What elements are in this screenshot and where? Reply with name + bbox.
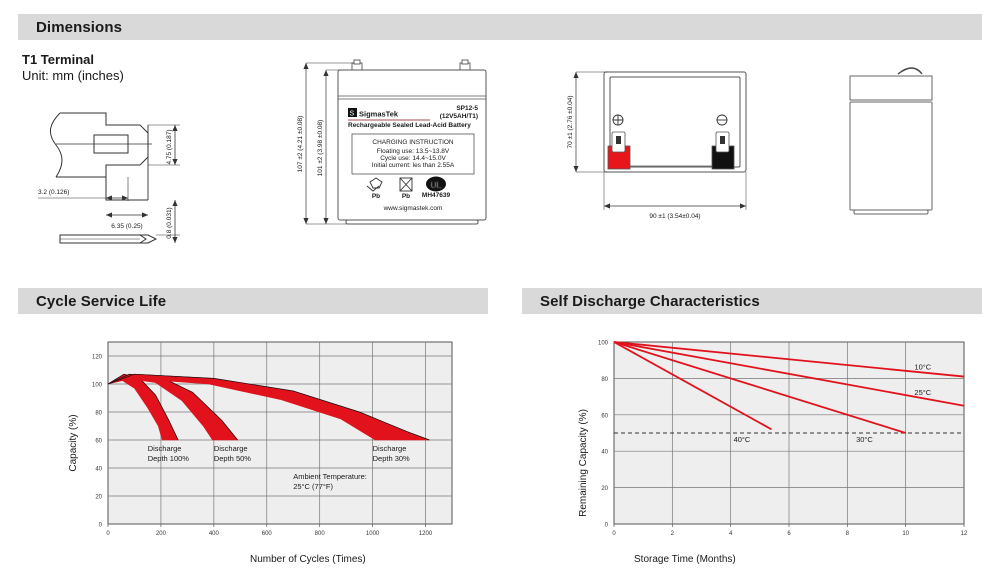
discharge-curve-upper bbox=[107, 373, 179, 441]
series-label: 30°C bbox=[856, 435, 873, 444]
chart-annotation: Discharge bbox=[148, 444, 182, 453]
y-tick-label: 80 bbox=[95, 411, 102, 417]
svg-text:S: S bbox=[350, 110, 355, 117]
cycle-service-life-chart: 0 200 400 600 800 1000 1200 0 20 40 60 80 100 120 Disc… bbox=[68, 341, 453, 565]
battery-model-text: SP12-5 bbox=[456, 105, 478, 112]
y-tick-label: 100 bbox=[92, 383, 103, 389]
battery-brand-text: SigmasTek bbox=[359, 110, 399, 119]
svg-text:UL: UL bbox=[431, 181, 442, 190]
charging-line-2: Cycle use: 14.4~15.0V bbox=[380, 155, 446, 162]
x-axis-title: Number of Cycles (Times) bbox=[250, 554, 366, 565]
y-axis-title: Capacity (%) bbox=[68, 414, 79, 471]
y-tick-label: 60 bbox=[601, 413, 608, 419]
series-label: 25°C bbox=[914, 388, 931, 397]
y-tick-label: 80 bbox=[601, 377, 608, 383]
y-tick-label: 0 bbox=[605, 523, 609, 529]
cycle-service-life-title: Cycle Service Life bbox=[36, 292, 167, 310]
x-tick-label: 8 bbox=[846, 531, 850, 537]
self-discharge-line bbox=[613, 341, 772, 431]
battery-total-height-callout: 107 ±2 (4.21 ±0.08) bbox=[297, 116, 304, 173]
battery-spec-text: (12V5AH/T1) bbox=[440, 113, 478, 120]
battery-website-text: www.sigmastek.com bbox=[383, 205, 443, 212]
y-tick-label: 0 bbox=[99, 523, 103, 529]
y-tick-label: 20 bbox=[601, 486, 608, 492]
series-label: 40°C bbox=[734, 435, 751, 444]
battery-top-view-drawing: 70 ±1 (2.76 ±0.04) 90 ±1 (3.54±0.04) bbox=[567, 71, 747, 220]
battery-tagline-text: Rechargeable Sealed Lead-Acid Battery bbox=[348, 122, 471, 129]
chart-annotation: Discharge bbox=[214, 444, 248, 453]
terminal-width-callout: 6.35 (0.25) bbox=[111, 223, 142, 230]
chart-annotation: Ambient Temperature: bbox=[293, 472, 367, 481]
terminal-thickness-callout: 0.8 (0.031) bbox=[166, 207, 173, 238]
recycle-pb-icon bbox=[366, 177, 383, 192]
chart-annotation: 25°C (77°F) bbox=[293, 482, 333, 491]
discharge-curve-upper bbox=[107, 373, 238, 441]
t1-terminal-drawing: 4.75 (0.187) 6.35 (0.25) 3.2 (0.126) 0.8… bbox=[38, 112, 180, 244]
y-tick-label: 20 bbox=[95, 495, 102, 501]
t1-terminal-heading: T1 Terminal bbox=[22, 52, 95, 67]
x-tick-label: 600 bbox=[262, 531, 273, 537]
chart-annotation: Depth 100% bbox=[148, 454, 190, 463]
cycle-service-life-section-header: Cycle Service Life bbox=[18, 288, 488, 314]
x-tick-label: 4 bbox=[729, 531, 733, 537]
x-tick-label: 800 bbox=[315, 531, 326, 537]
unit-note: Unit: mm (inches) bbox=[22, 68, 124, 83]
charging-line-1: Floating use: 13.5~13.8V bbox=[377, 148, 450, 155]
symbol-caption-1: Pb bbox=[372, 193, 380, 200]
charging-instruction-box: CHARGING INSTRUCTION Floating use: 13.5~… bbox=[351, 133, 475, 175]
battery-case-height-callout: 101 ±2 (3.98 ±0.08) bbox=[317, 120, 324, 177]
y-tick-label: 60 bbox=[95, 439, 102, 445]
x-tick-label: 200 bbox=[156, 531, 167, 537]
x-tick-label: 1000 bbox=[366, 531, 380, 537]
x-tick-label: 2 bbox=[671, 531, 675, 537]
battery-label-brand-row: S SigmasTek SP12-5 (12V5AH/T1) Rechargea… bbox=[348, 105, 478, 129]
self-discharge-line bbox=[613, 341, 965, 407]
y-tick-label: 40 bbox=[95, 467, 102, 473]
wheelie-bin-pb-icon bbox=[399, 177, 413, 192]
charging-title-text: CHARGING INSTRUCTION bbox=[372, 139, 454, 146]
chart-annotation: Depth 30% bbox=[373, 454, 410, 463]
x-axis-title: Storage Time (Months) bbox=[634, 554, 736, 565]
battery-side-view-drawing bbox=[849, 67, 933, 215]
y-tick-label: 40 bbox=[601, 450, 608, 456]
x-tick-label: 1200 bbox=[419, 531, 433, 537]
self-discharge-line bbox=[613, 341, 965, 378]
y-tick-label: 120 bbox=[92, 355, 103, 361]
x-tick-label: 6 bbox=[787, 531, 791, 537]
terminal-height-callout: 4.75 (0.187) bbox=[166, 129, 173, 164]
symbol-caption-2: Pb bbox=[402, 193, 410, 200]
self-discharge-section-header: Self Discharge Characteristics bbox=[522, 288, 982, 314]
chart-annotation: Discharge bbox=[373, 444, 407, 453]
symbol-caption-3: MH47639 bbox=[422, 192, 451, 199]
self-discharge-title: Self Discharge Characteristics bbox=[540, 292, 760, 310]
battery-width-callout: 90 ±1 (3.54±0.04) bbox=[649, 213, 700, 220]
x-tick-label: 12 bbox=[961, 531, 968, 537]
ul-mark-icon: UL bbox=[426, 176, 446, 192]
self-discharge-line bbox=[613, 341, 906, 434]
charging-line-3: Initial current: les than 2.55A bbox=[372, 162, 455, 169]
series-label: 10°C bbox=[914, 362, 931, 371]
chart-annotation: Depth 50% bbox=[214, 454, 251, 463]
terminal-inner-callout: 3.2 (0.126) bbox=[38, 189, 69, 196]
dimensions-title: Dimensions bbox=[36, 18, 123, 36]
x-tick-label: 0 bbox=[106, 531, 110, 537]
x-tick-label: 400 bbox=[209, 531, 220, 537]
x-tick-label: 0 bbox=[612, 531, 616, 537]
x-tick-label: 10 bbox=[902, 531, 909, 537]
self-discharge-chart: 10°C 25°C 30°C 40°C 0 2 4 6 8 10 12 0 20 40 60 80 100 Sto… bbox=[578, 341, 968, 566]
discharge-curve-upper bbox=[107, 373, 430, 441]
battery-front-view-drawing: S SigmasTek SP12-5 (12V5AH/T1) Rechargea… bbox=[297, 59, 487, 225]
y-tick-label: 100 bbox=[598, 341, 609, 347]
battery-depth-callout: 70 ±1 (2.76 ±0.04) bbox=[567, 95, 574, 148]
y-axis-title: Remaining Capacity (%) bbox=[578, 409, 589, 517]
dimensions-section-header: Dimensions bbox=[18, 14, 982, 40]
